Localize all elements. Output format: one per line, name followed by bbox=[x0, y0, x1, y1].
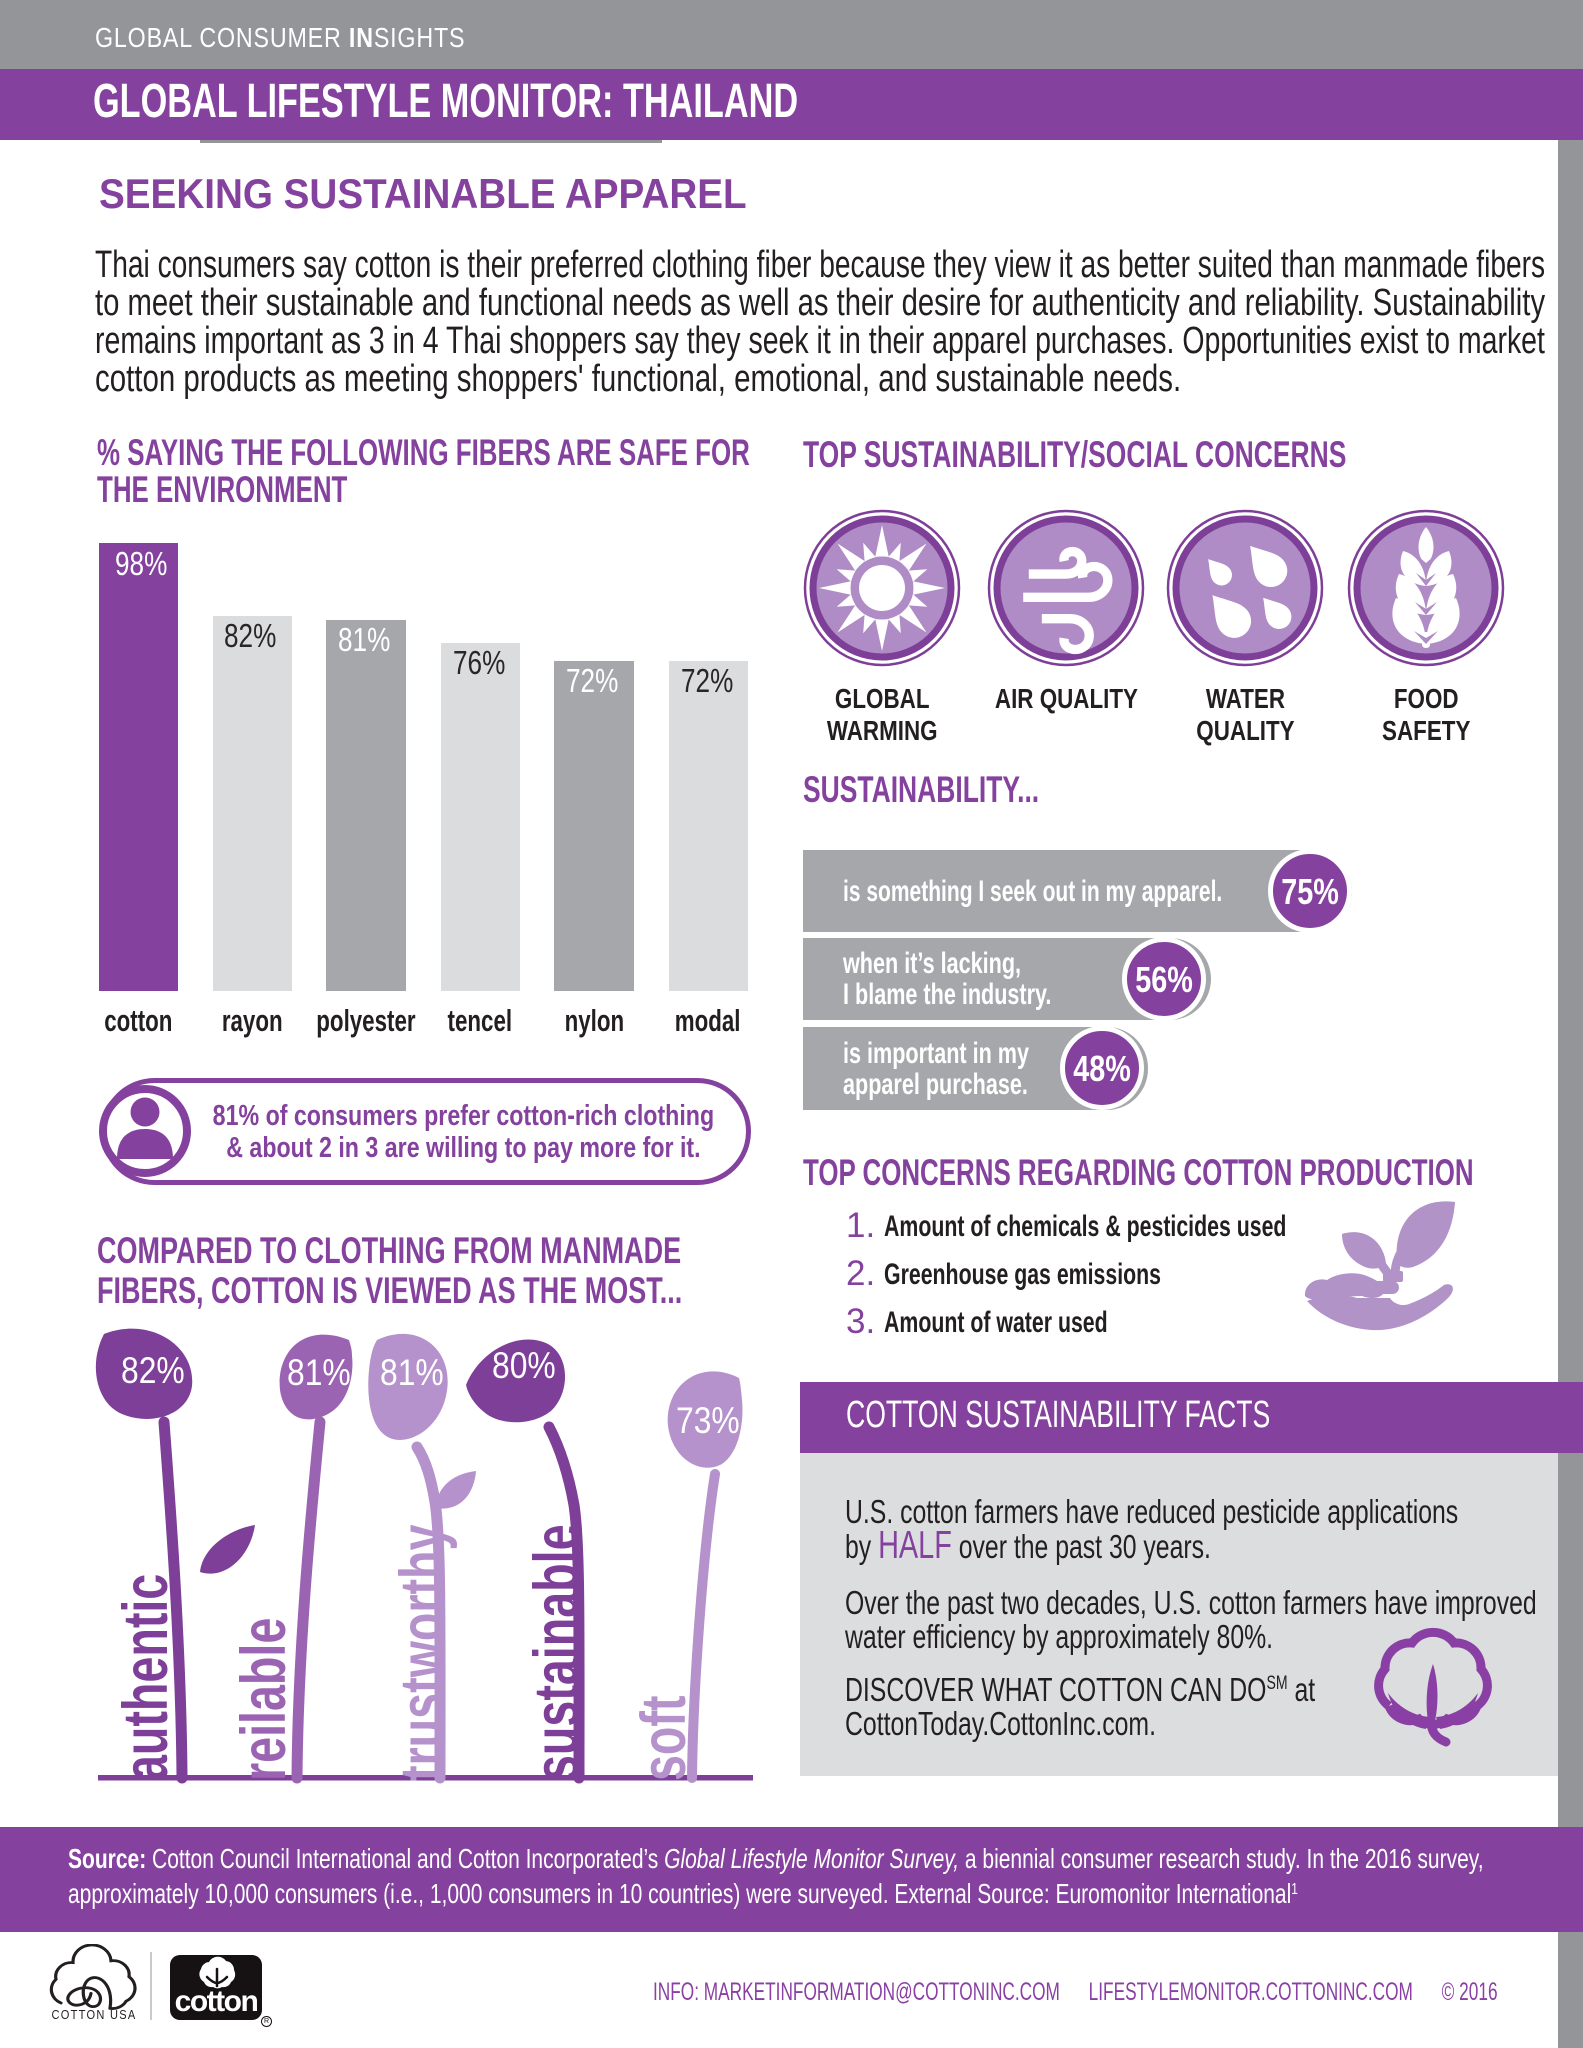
svg-text:cotton: cotton bbox=[175, 1985, 258, 2018]
